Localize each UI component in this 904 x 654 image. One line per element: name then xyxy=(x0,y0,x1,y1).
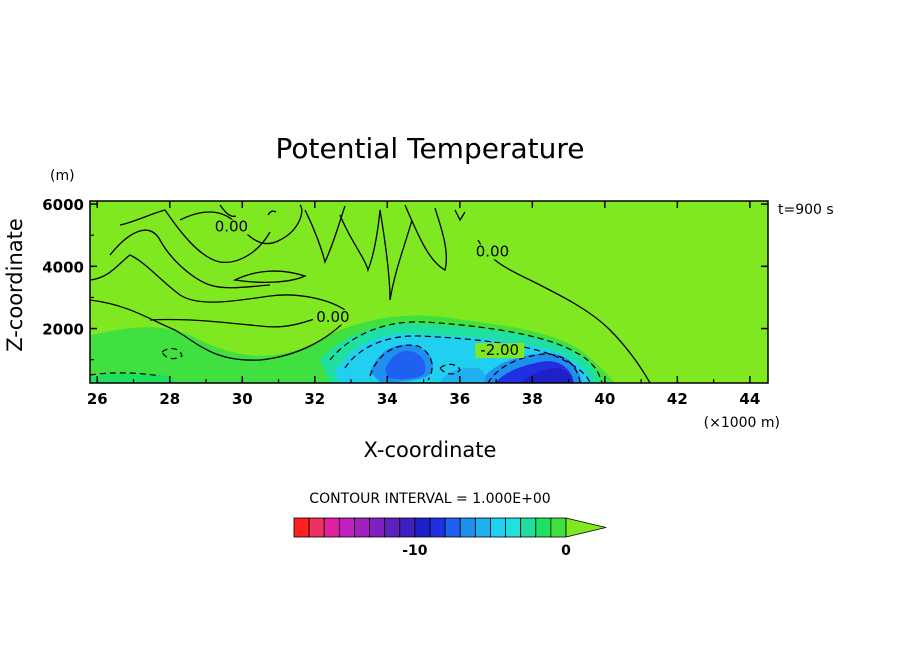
y-tick-label: 4000 xyxy=(42,258,84,276)
contour-solid-11 xyxy=(404,204,447,271)
colorbar-swatch xyxy=(354,517,370,538)
contour-dashed-6 xyxy=(161,347,183,360)
colorbar-swatch xyxy=(459,517,476,538)
colorbar-swatch xyxy=(444,517,461,538)
colorbar-swatch xyxy=(535,517,552,538)
colorbar-swatch xyxy=(384,517,401,538)
contour-label-bg xyxy=(475,343,525,359)
contour-dashed-2 xyxy=(344,335,591,383)
contour-solid-15 xyxy=(267,210,277,216)
colorbar-tick-label: 0 xyxy=(561,543,571,559)
contour-label-bg xyxy=(211,219,252,235)
y-unit-label: (m) xyxy=(50,168,75,184)
x-tick-label: 40 xyxy=(594,390,615,408)
x-unit-label: (×1000 m) xyxy=(704,415,780,431)
colorbar-swatch xyxy=(323,517,340,538)
colorbar-over-arrow xyxy=(565,517,607,538)
contour-dashed-4 xyxy=(487,353,581,383)
contour-dashed-3 xyxy=(369,344,433,381)
contour-label: 0.00 xyxy=(316,308,349,326)
contour-solid-3 xyxy=(109,229,271,289)
x-tick-label: 28 xyxy=(159,390,180,408)
time-label: t=900 s xyxy=(778,202,834,218)
contour-dashed-5 xyxy=(439,363,461,375)
colorbar-swatch xyxy=(550,517,567,538)
colorbar-swatch xyxy=(414,517,431,538)
contour-solid-8 xyxy=(304,205,346,264)
contour-label: 0.00 xyxy=(215,218,248,236)
y-axis: 2000 4000 6000 xyxy=(42,196,768,361)
contour-solid-1 xyxy=(90,254,346,311)
colorbar-swatch xyxy=(505,517,522,538)
contour-solid-12 xyxy=(454,209,466,222)
contour-solid-7 xyxy=(149,311,336,328)
contour-label-bg xyxy=(312,309,353,325)
colorbar-swatch xyxy=(293,517,310,538)
contour-dashed-7 xyxy=(90,372,161,377)
contour-solid-5 xyxy=(179,204,303,245)
colorbar-swatch xyxy=(490,517,506,538)
contour-solid-9 xyxy=(339,209,381,273)
x-tick-label: 26 xyxy=(87,390,108,408)
contour-label-bg xyxy=(472,244,513,260)
colorbar-swatch xyxy=(399,517,416,538)
colorbar: -10 0 xyxy=(293,517,607,559)
contour-solid-13 xyxy=(477,239,651,383)
plot-area: 0.00 0.00 0.00 -2.00 xyxy=(90,201,768,383)
contour-label-layer: 0.00 0.00 0.00 -2.00 xyxy=(211,218,525,359)
colorbar-swatch xyxy=(520,517,537,538)
contour-solid-4 xyxy=(119,209,271,264)
contour-solid-10 xyxy=(379,209,413,301)
colorbar-swatch xyxy=(474,517,491,538)
x-tick-label: 38 xyxy=(522,390,543,408)
contour-solid-14 xyxy=(219,204,237,218)
plot-frame xyxy=(89,200,769,384)
colorbar-swatch xyxy=(338,517,355,538)
contour-label: 0.00 xyxy=(476,242,509,260)
x-tick-label: 34 xyxy=(377,390,398,408)
y-axis-label: Z-coordinate xyxy=(3,218,27,352)
colorbar-swatch xyxy=(369,517,386,538)
colorbar-swatch xyxy=(429,517,446,538)
contour-interval-text: CONTOUR INTERVAL = 1.000E+00 xyxy=(309,491,550,507)
x-axis-label: X-coordinate xyxy=(364,438,497,462)
y-tick-label: 2000 xyxy=(42,321,84,339)
contour-solid-6 xyxy=(232,270,307,283)
x-axis: 26 28 30 32 34 36 38 40 42 44 xyxy=(87,201,760,408)
colorbar-tick-label: -10 xyxy=(402,543,428,559)
x-tick-label: 44 xyxy=(739,390,760,408)
contour-solid-2 xyxy=(90,299,351,361)
x-tick-label: 36 xyxy=(449,390,470,408)
x-tick-label: 32 xyxy=(304,390,325,408)
y-tick-label: 6000 xyxy=(42,196,84,214)
shade-level-5 xyxy=(385,350,426,380)
colorbar-swatch xyxy=(308,517,325,538)
x-tick-label: 42 xyxy=(667,390,688,408)
x-tick-label: 30 xyxy=(232,390,253,408)
shade-level-9 xyxy=(440,367,486,383)
chart-title: Potential Temperature xyxy=(276,132,585,165)
contour-label: -2.00 xyxy=(480,341,519,359)
